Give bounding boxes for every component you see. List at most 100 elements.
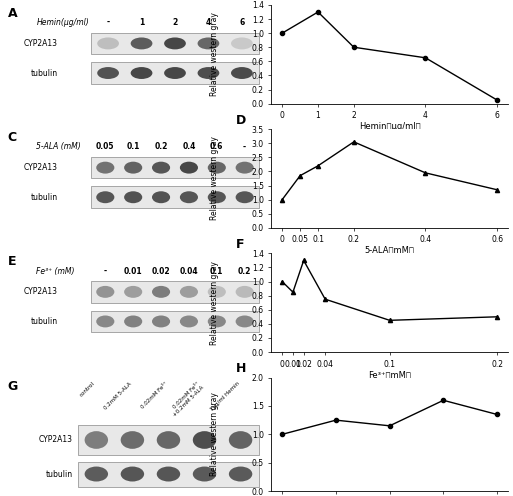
Text: 0.1: 0.1 (210, 267, 224, 276)
Bar (91, 281, 259, 303)
Text: CYP2A13: CYP2A13 (24, 163, 57, 172)
Ellipse shape (180, 191, 198, 203)
Ellipse shape (124, 286, 142, 298)
Text: 0.02: 0.02 (152, 267, 170, 276)
Ellipse shape (193, 431, 216, 449)
Ellipse shape (180, 162, 198, 174)
Y-axis label: Relative western gray: Relative western gray (210, 261, 220, 345)
Text: C: C (8, 131, 17, 144)
Ellipse shape (235, 162, 254, 174)
Ellipse shape (180, 286, 198, 298)
Ellipse shape (157, 467, 180, 482)
Text: 0.02mM Fe³⁺: 0.02mM Fe³⁺ (140, 381, 168, 410)
Ellipse shape (208, 162, 226, 174)
Ellipse shape (152, 191, 170, 203)
Text: 0.2mM 5-ALA: 0.2mM 5-ALA (103, 381, 132, 411)
Ellipse shape (157, 431, 180, 449)
Text: -: - (104, 267, 107, 276)
Ellipse shape (96, 286, 114, 298)
Text: 2: 2 (172, 18, 177, 27)
Ellipse shape (235, 315, 254, 327)
Text: H: H (236, 363, 246, 375)
Text: 1: 1 (139, 18, 144, 27)
Text: G: G (8, 380, 18, 393)
Ellipse shape (235, 286, 254, 298)
Ellipse shape (231, 38, 253, 50)
Ellipse shape (152, 315, 170, 327)
Text: 0.01: 0.01 (124, 267, 143, 276)
Text: A: A (8, 7, 17, 20)
X-axis label: 5-ALA（mM）: 5-ALA（mM） (365, 246, 415, 255)
Ellipse shape (198, 67, 220, 79)
Ellipse shape (208, 286, 226, 298)
Text: tubulin: tubulin (30, 317, 57, 326)
Bar (91, 157, 259, 179)
Ellipse shape (121, 467, 144, 482)
Ellipse shape (193, 467, 216, 482)
Ellipse shape (229, 431, 252, 449)
Ellipse shape (131, 38, 152, 50)
Text: -: - (107, 18, 110, 27)
Text: 0.6: 0.6 (210, 142, 224, 151)
Y-axis label: Relative western gray: Relative western gray (210, 392, 220, 476)
Ellipse shape (229, 467, 252, 482)
Text: 4: 4 (206, 18, 211, 27)
Text: Hemin(μg/ml): Hemin(μg/ml) (36, 18, 89, 27)
Text: Fe³⁺ (mM): Fe³⁺ (mM) (36, 267, 75, 276)
Ellipse shape (198, 38, 220, 50)
Text: 0.4: 0.4 (182, 142, 195, 151)
Text: 0.04: 0.04 (180, 267, 198, 276)
Text: tubulin: tubulin (46, 470, 73, 479)
Ellipse shape (96, 191, 114, 203)
Text: CYP2A13: CYP2A13 (24, 287, 57, 297)
Text: F: F (236, 239, 245, 251)
Ellipse shape (152, 162, 170, 174)
Text: CYP2A13: CYP2A13 (39, 435, 73, 444)
Text: E: E (8, 255, 16, 268)
Ellipse shape (85, 467, 108, 482)
Text: 0.2: 0.2 (238, 267, 251, 276)
Text: tubulin: tubulin (30, 193, 57, 202)
Ellipse shape (152, 286, 170, 298)
Text: 0.2: 0.2 (154, 142, 168, 151)
Text: 0.02mM Fe³⁺
+0.2mM 5-ALA: 0.02mM Fe³⁺ +0.2mM 5-ALA (168, 381, 205, 418)
Ellipse shape (164, 38, 186, 50)
X-axis label: Fe³⁺（mM）: Fe³⁺（mM） (368, 370, 411, 379)
Ellipse shape (97, 38, 119, 50)
Text: 1μg/ml Hemin: 1μg/ml Hemin (209, 381, 241, 412)
Ellipse shape (231, 67, 253, 79)
Text: D: D (236, 114, 246, 127)
Text: 0.1: 0.1 (127, 142, 140, 151)
Ellipse shape (124, 315, 142, 327)
Bar (91, 310, 259, 332)
Bar (78, 462, 259, 487)
Bar (91, 186, 259, 208)
Ellipse shape (124, 191, 142, 203)
Bar (91, 33, 259, 54)
Y-axis label: Relative western gray: Relative western gray (210, 12, 220, 96)
Text: control: control (80, 381, 96, 398)
Text: tubulin: tubulin (30, 68, 57, 77)
Ellipse shape (85, 431, 108, 449)
Ellipse shape (124, 162, 142, 174)
Ellipse shape (97, 67, 119, 79)
Ellipse shape (235, 191, 254, 203)
Ellipse shape (208, 191, 226, 203)
Bar (78, 425, 259, 455)
Text: 6: 6 (239, 18, 245, 27)
Text: 5-ALA (mM): 5-ALA (mM) (36, 142, 81, 151)
Ellipse shape (121, 431, 144, 449)
Text: 0.05: 0.05 (96, 142, 114, 151)
Y-axis label: Relative western gray: Relative western gray (210, 136, 220, 220)
Ellipse shape (96, 315, 114, 327)
Text: -: - (243, 142, 246, 151)
Ellipse shape (180, 315, 198, 327)
Text: CYP2A13: CYP2A13 (24, 39, 57, 48)
Text: B: B (236, 0, 245, 3)
Bar (91, 62, 259, 84)
X-axis label: Hemin（μg/ml）: Hemin（μg/ml） (359, 122, 421, 130)
Ellipse shape (208, 315, 226, 327)
Ellipse shape (164, 67, 186, 79)
Ellipse shape (96, 162, 114, 174)
Ellipse shape (131, 67, 152, 79)
